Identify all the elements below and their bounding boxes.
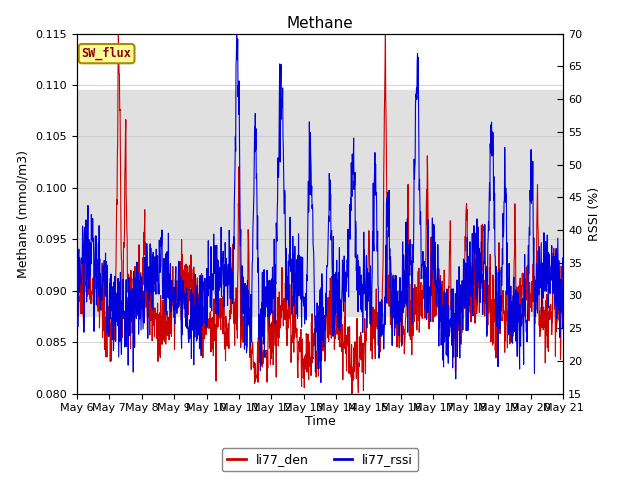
Text: SW_flux: SW_flux	[82, 47, 132, 60]
X-axis label: Time: Time	[305, 415, 335, 428]
Legend: li77_den, li77_rssi: li77_den, li77_rssi	[222, 448, 418, 471]
Y-axis label: Methane (mmol/m3): Methane (mmol/m3)	[17, 150, 30, 277]
Y-axis label: RSSI (%): RSSI (%)	[588, 187, 601, 240]
Bar	[77, 90, 563, 316]
Title: Methane: Methane	[287, 16, 353, 31]
